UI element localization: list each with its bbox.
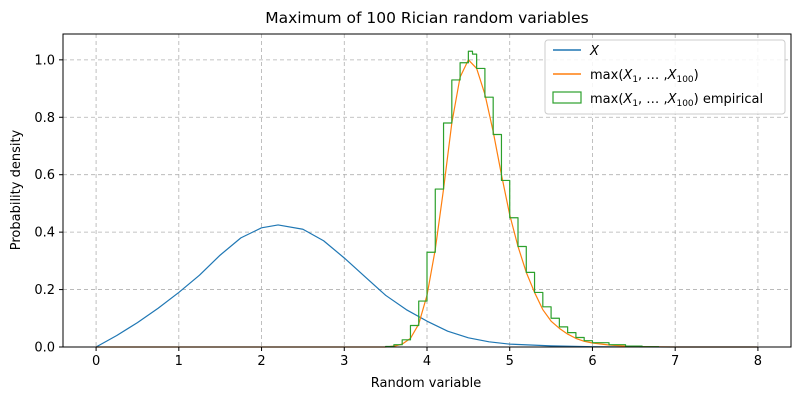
legend: X max(X1, … ,X100) max(X1, … ,X100) empi… bbox=[544, 39, 786, 115]
y-tick-label: 0.8 bbox=[34, 111, 55, 126]
legend-label-x: X bbox=[589, 44, 600, 59]
x-tick-label: 0 bbox=[92, 354, 100, 369]
x-tick-label: 3 bbox=[340, 354, 348, 369]
legend-box bbox=[544, 39, 786, 115]
y-tick-label: 0.0 bbox=[34, 341, 55, 356]
series-2-line bbox=[385, 50, 660, 348]
x-tick-label: 2 bbox=[257, 354, 265, 369]
series-0-line bbox=[95, 224, 758, 348]
x-tick-label: 8 bbox=[754, 354, 762, 369]
x-tick-label: 6 bbox=[588, 354, 596, 369]
y-tick-label: 0.2 bbox=[34, 283, 55, 298]
legend-label-max: max(X1, … ,X100) bbox=[590, 68, 699, 85]
x-axis-title: Random variable bbox=[371, 376, 481, 391]
chart-title: Maximum of 100 Rician random variables bbox=[265, 9, 588, 27]
y-axis: 0.0 0.2 0.4 0.6 0.8 1.0 bbox=[34, 53, 63, 356]
x-axis: 0 1 2 3 4 5 6 7 8 bbox=[92, 347, 762, 369]
y-tick-label: 0.6 bbox=[34, 168, 55, 183]
legend-swatch-empirical bbox=[552, 91, 582, 104]
y-axis-title: Probability density bbox=[9, 129, 24, 250]
x-tick-label: 4 bbox=[423, 354, 431, 369]
x-tick-label: 5 bbox=[506, 354, 514, 369]
y-tick-label: 0.4 bbox=[34, 226, 55, 241]
x-tick-label: 7 bbox=[671, 354, 679, 369]
y-tick-label: 1.0 bbox=[34, 53, 55, 68]
series-layer bbox=[95, 50, 758, 348]
x-tick-label: 1 bbox=[175, 354, 183, 369]
